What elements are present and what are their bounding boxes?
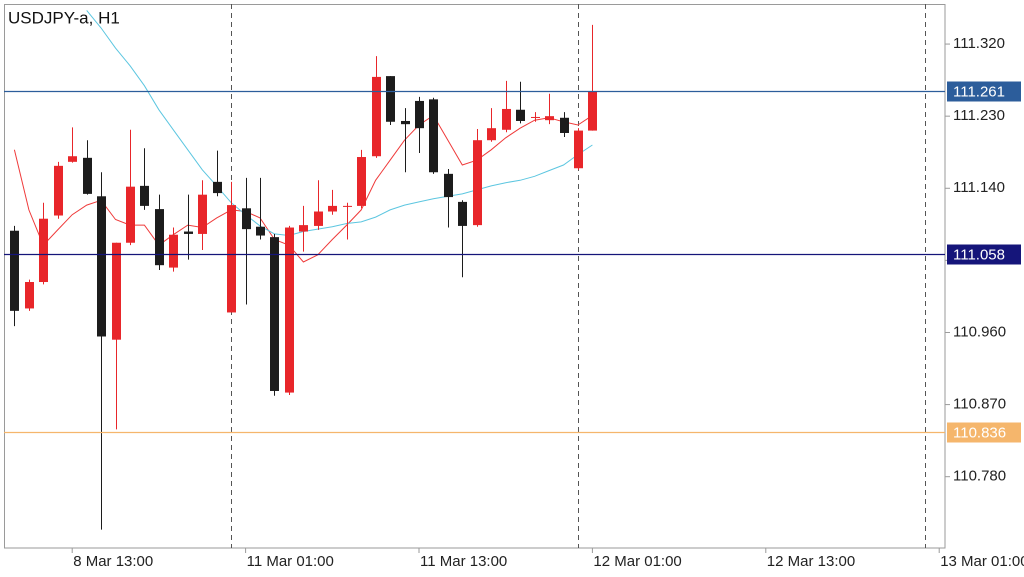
candle-body — [372, 76, 381, 157]
candle-body — [285, 227, 294, 393]
price-label: 111.058 — [953, 246, 1005, 263]
candle-body — [126, 186, 135, 243]
candle-body — [83, 157, 92, 194]
candle-body — [25, 282, 34, 309]
candle-body — [516, 109, 525, 121]
x-tick-label: 11 Mar 01:00 — [247, 553, 334, 570]
candle-body — [328, 205, 337, 212]
price-label-box — [947, 244, 1021, 265]
candle-body — [415, 100, 424, 129]
candle-body — [502, 108, 511, 130]
candle-body — [39, 218, 48, 283]
price-label: 111.261 — [953, 83, 1005, 100]
candle-body — [198, 194, 207, 234]
y-tick-label: 111.320 — [953, 35, 1005, 52]
y-tick-label: 111.230 — [953, 107, 1005, 124]
price-label-box — [947, 422, 1021, 443]
candle-body — [299, 225, 308, 232]
candle-body — [545, 116, 554, 121]
x-tick-label: 12 Mar 01:00 — [593, 553, 681, 570]
candle-body — [588, 91, 597, 131]
price-label: 110.836 — [953, 424, 1006, 441]
plot-area — [10, 4, 926, 548]
candle-body — [386, 76, 395, 122]
candle-body — [140, 185, 149, 206]
candle-body — [531, 116, 540, 118]
x-tick-label: 8 Mar 13:00 — [73, 553, 153, 570]
candle-body — [169, 234, 178, 268]
candle-body — [429, 99, 438, 173]
candle-body — [256, 226, 265, 236]
candle-body — [10, 230, 19, 311]
candle-body — [560, 117, 569, 133]
candle-body — [487, 128, 496, 141]
candle-body — [155, 209, 164, 266]
candle-body — [458, 201, 467, 226]
y-tick-label: 110.780 — [953, 468, 1006, 485]
candle-body — [343, 205, 352, 207]
candle-body — [54, 165, 63, 216]
x-tick-label: 12 Mar 13:00 — [767, 553, 855, 570]
x-tick-label: 11 Mar 13:00 — [420, 553, 507, 570]
y-tick-label: 110.870 — [953, 396, 1006, 413]
moving-average-line — [86, 10, 593, 237]
candle-body — [97, 196, 106, 337]
chart-title: USDJPY-a, H1 — [8, 8, 120, 27]
price-label-box — [947, 81, 1021, 102]
candle-body — [270, 237, 279, 391]
x-tick-label: 13 Mar 01:00 — [940, 553, 1024, 570]
y-tick-label: 110.960 — [953, 323, 1006, 340]
candle-body — [473, 140, 482, 226]
y-tick-label: 111.140 — [953, 179, 1005, 196]
candle-body — [184, 231, 193, 234]
candle-body — [401, 120, 410, 125]
candle-body — [242, 208, 251, 230]
moving-average-line — [13, 114, 593, 263]
candle-body — [112, 242, 121, 340]
candle-body — [574, 130, 583, 169]
candle-body — [68, 156, 77, 162]
plot-frame — [4, 4, 946, 549]
candle-body — [213, 181, 222, 194]
candle-body — [314, 211, 323, 226]
candle-body — [227, 205, 236, 313]
candle-body — [357, 157, 366, 206]
candle-body — [444, 173, 453, 198]
